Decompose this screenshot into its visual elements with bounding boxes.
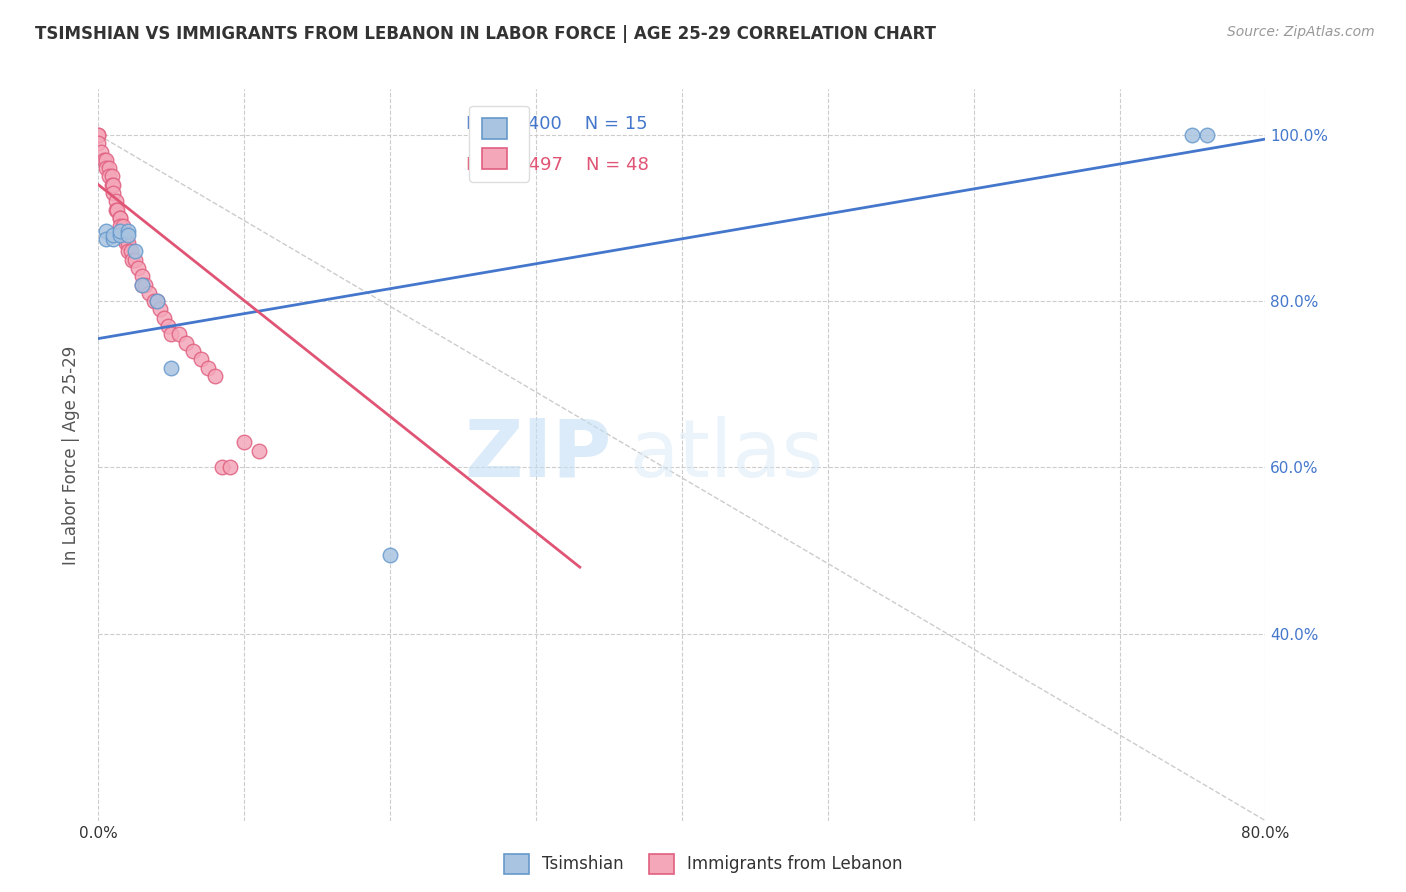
Point (181, 344, 204, 359)
Point (218, 460, 240, 475)
Point (94, 153, 117, 167)
Point (104, 194, 127, 209)
Point (112, 219, 135, 234)
Point (174, 335, 197, 350)
Point (131, 277, 153, 292)
Point (153, 310, 176, 325)
Point (146, 294, 169, 309)
Point (120, 244, 142, 259)
Point (117, 223, 139, 237)
Point (117, 244, 139, 259)
Point (124, 244, 146, 259)
Point (134, 277, 156, 292)
Point (87, 128, 110, 142)
Point (101, 186, 124, 200)
Point (100, 178, 122, 192)
Point (101, 232, 124, 246)
Point (124, 252, 146, 267)
Point (117, 235, 139, 250)
Point (90, 145, 112, 159)
Point (87, 128, 110, 142)
Text: ZIP: ZIP (464, 416, 612, 494)
Point (142, 294, 165, 309)
Point (110, 227, 132, 242)
Point (94, 161, 117, 176)
Point (114, 227, 136, 242)
Point (146, 294, 169, 309)
Point (97, 161, 120, 176)
Point (110, 223, 132, 237)
Text: atlas: atlas (630, 416, 824, 494)
Point (160, 360, 183, 375)
Point (94, 223, 117, 237)
Point (1181, 128, 1204, 142)
Point (94, 232, 117, 246)
Point (167, 327, 190, 342)
Y-axis label: In Labor Force | Age 25-29: In Labor Force | Age 25-29 (62, 345, 80, 565)
Point (93, 153, 115, 167)
Point (117, 227, 139, 242)
Point (131, 269, 153, 284)
Point (121, 252, 143, 267)
Text: R =  0.400    N = 15: R = 0.400 N = 15 (465, 115, 648, 133)
Point (149, 302, 172, 317)
Point (131, 277, 153, 292)
Point (233, 435, 256, 450)
Point (104, 202, 127, 217)
Point (87, 136, 110, 151)
Text: TSIMSHIAN VS IMMIGRANTS FROM LEBANON IN LABOR FORCE | AGE 25-29 CORRELATION CHAR: TSIMSHIAN VS IMMIGRANTS FROM LEBANON IN … (35, 25, 936, 43)
Point (197, 360, 219, 375)
Point (127, 260, 149, 275)
Point (97, 169, 120, 184)
Text: R = -0.497    N = 48: R = -0.497 N = 48 (465, 156, 650, 175)
Point (204, 368, 226, 383)
Legend: , : , (470, 105, 529, 182)
Point (211, 460, 233, 475)
Point (380, 548, 402, 562)
Point (105, 202, 128, 217)
Point (101, 227, 124, 242)
Point (115, 235, 138, 250)
Point (247, 443, 270, 458)
Point (110, 211, 132, 225)
Point (110, 219, 132, 234)
Text: Source: ZipAtlas.com: Source: ZipAtlas.com (1227, 25, 1375, 39)
Point (101, 178, 124, 192)
Point (110, 211, 132, 225)
Point (138, 285, 160, 300)
Legend: Tsimshian, Immigrants from Lebanon: Tsimshian, Immigrants from Lebanon (495, 846, 911, 882)
Point (1195, 128, 1218, 142)
Point (157, 319, 180, 334)
Point (100, 169, 122, 184)
Point (190, 352, 212, 367)
Point (160, 327, 183, 342)
